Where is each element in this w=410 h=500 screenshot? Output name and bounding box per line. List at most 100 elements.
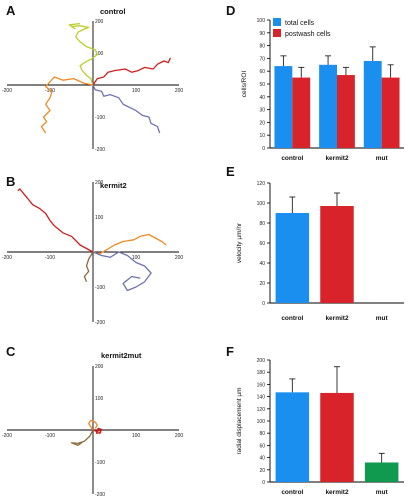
category-label: kermit2 — [325, 315, 349, 322]
bar-chart-radial-displacement: 0 20 40 60 80 100 120 140 160 180 200 radial displa… — [236, 358, 404, 496]
track-plot-control: -200 -100 100 200 200 100 -100 -200 — [2, 19, 183, 153]
category-label: mut — [376, 315, 389, 322]
y-tick-label: 80 — [259, 431, 265, 437]
y-tick-label: 20 — [259, 468, 265, 474]
category-label: mut — [376, 155, 389, 162]
y-tick-label: 20 — [259, 281, 265, 287]
y-tick-label: 90 — [259, 31, 265, 37]
panel-letter-c: C — [6, 344, 16, 359]
y-tick-label: 40 — [259, 95, 265, 101]
bar — [292, 77, 311, 148]
category-label: kermit2 — [325, 489, 349, 496]
x-tick-label: 200 — [175, 433, 184, 439]
bar — [319, 64, 337, 148]
x-tick-label: -100 — [45, 255, 55, 261]
track-line-3 — [40, 76, 94, 134]
category-label: control — [281, 489, 303, 496]
y-tick-label: 30 — [259, 108, 265, 114]
panel-letter-f: F — [226, 344, 234, 359]
y-tick-label: 70 — [259, 56, 265, 62]
y-tick-label: 40 — [259, 456, 265, 462]
panel-c-title: kermit2mut — [101, 351, 142, 360]
bar — [275, 392, 310, 482]
track-line-4 — [83, 251, 94, 283]
panel-b-title: kermit2 — [100, 181, 127, 190]
y-tick-label: 200 — [257, 358, 266, 364]
y-tick-label: -200 — [95, 492, 105, 498]
panel-a-title: control — [100, 7, 125, 16]
x-tick-label: -200 — [2, 88, 12, 94]
y-tick-label: 140 — [257, 395, 266, 401]
track-plot-kermit2: -200 -100 100 200 200 100 -100 -200 — [2, 180, 183, 326]
track-line-4 — [92, 84, 161, 134]
y-tick-label: -100 — [95, 285, 105, 291]
bar — [275, 213, 310, 303]
bar — [364, 462, 399, 482]
track-line-3 — [92, 251, 152, 292]
y-tick-label: 40 — [259, 261, 265, 267]
y-axis-label: velocity µm/hr — [236, 222, 243, 263]
y-tick-label: 60 — [259, 241, 265, 247]
bar — [320, 392, 354, 482]
y-tick-label: 100 — [257, 18, 266, 24]
y-tick-label: 100 — [95, 396, 104, 402]
y-tick-label: 10 — [259, 133, 265, 139]
y-tick-label: 0 — [262, 301, 265, 307]
bar — [381, 77, 400, 148]
y-tick-label: 100 — [257, 201, 266, 207]
track-plot-kermit2mut: -200 -100 100 200 200 100 -100 -200 — [2, 364, 183, 498]
bar — [274, 66, 293, 148]
category-label: mut — [376, 489, 389, 496]
panel-letter-a: A — [6, 3, 16, 18]
y-tick-label: 200 — [95, 364, 104, 370]
y-tick-label: 100 — [95, 51, 104, 57]
y-tick-label: 20 — [259, 120, 265, 126]
y-tick-label: 80 — [259, 221, 265, 227]
category-label: kermit2 — [325, 155, 349, 162]
track-line-1 — [68, 22, 98, 86]
x-tick-label: 100 — [132, 88, 141, 94]
panel-letter-b: B — [6, 174, 15, 189]
x-tick-label: -200 — [2, 255, 12, 261]
y-tick-label: 120 — [257, 181, 266, 187]
y-tick-label: 200 — [95, 19, 104, 25]
track-line-1 — [17, 188, 94, 253]
legend-swatch — [273, 29, 281, 37]
y-tick-label: 60 — [259, 443, 265, 449]
bar-chart-cells-per-roi: 0 10 20 30 40 50 60 70 80 90 100 cells/ROI control ke… — [241, 18, 404, 162]
x-tick-label: 100 — [132, 433, 141, 439]
panel-letter-d: D — [226, 3, 235, 18]
y-tick-label: 120 — [257, 407, 266, 413]
y-tick-label: -100 — [95, 115, 105, 121]
y-axis-label: cells/ROI — [241, 71, 248, 98]
x-tick-label: -100 — [45, 433, 55, 439]
y-tick-label: 0 — [262, 146, 265, 152]
y-tick-label: -200 — [95, 147, 105, 153]
category-label: control — [281, 315, 303, 322]
y-axis-label: radial displacement µm — [236, 388, 243, 455]
x-tick-label: -100 — [45, 88, 55, 94]
y-tick-label: 180 — [257, 370, 266, 376]
y-tick-label: 60 — [259, 69, 265, 75]
legend-label: total cells — [285, 20, 315, 27]
legend-swatch — [273, 18, 281, 26]
y-tick-label: 80 — [259, 44, 265, 50]
track-line-1 — [88, 419, 98, 431]
y-tick-label: 0 — [262, 480, 265, 486]
y-tick-label: 200 — [95, 180, 104, 186]
bar — [337, 75, 355, 148]
bar-chart-velocity: 0 20 40 60 80 100 120 velocity µm/hr control kerm… — [236, 181, 404, 322]
y-tick-label: 100 — [257, 419, 266, 425]
y-tick-label: -100 — [95, 460, 105, 466]
y-tick-label: -200 — [95, 320, 105, 326]
y-tick-label: 100 — [95, 215, 104, 221]
track-line-2 — [92, 57, 171, 86]
legend-label: postwash cells — [285, 31, 331, 38]
track-line-2 — [92, 427, 103, 435]
category-label: control — [281, 155, 303, 162]
panel-letter-e: E — [226, 164, 235, 179]
bar — [320, 206, 354, 303]
y-tick-label: 160 — [257, 382, 266, 388]
x-tick-label: 200 — [175, 88, 184, 94]
